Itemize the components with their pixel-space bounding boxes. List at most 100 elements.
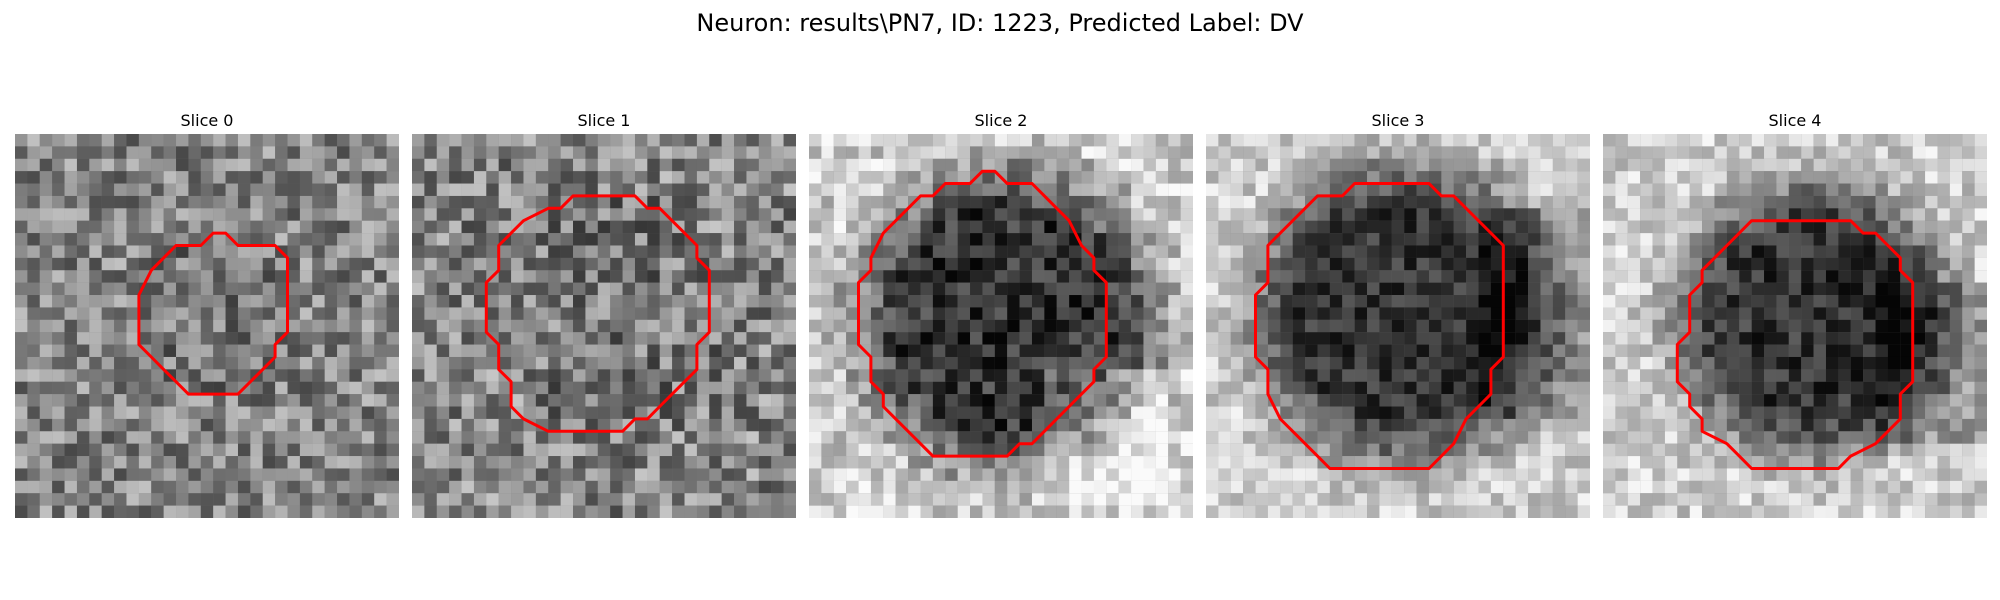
image-pixel bbox=[176, 208, 189, 221]
image-pixel bbox=[1329, 443, 1343, 457]
image-pixel bbox=[994, 480, 1008, 494]
image-pixel bbox=[1764, 505, 1777, 518]
image-pixel bbox=[783, 332, 796, 345]
image-pixel bbox=[1391, 220, 1405, 234]
image-pixel bbox=[1007, 381, 1020, 395]
image-pixel bbox=[1974, 468, 1987, 481]
image-pixel bbox=[386, 493, 399, 506]
image-pixel bbox=[461, 418, 475, 432]
image-pixel bbox=[1603, 183, 1616, 197]
image-pixel bbox=[374, 282, 387, 296]
image-pixel bbox=[597, 183, 611, 197]
image-pixel bbox=[746, 134, 759, 147]
image-pixel bbox=[1615, 493, 1628, 506]
image-pixel bbox=[1813, 493, 1827, 506]
image-pixel bbox=[89, 319, 102, 333]
image-pixel bbox=[461, 146, 475, 159]
image-pixel bbox=[1093, 233, 1107, 246]
image-pixel bbox=[361, 134, 375, 147]
image-pixel bbox=[1404, 270, 1417, 283]
image-pixel bbox=[1255, 158, 1269, 172]
image-pixel bbox=[1118, 208, 1132, 221]
image-pixel bbox=[970, 394, 983, 407]
image-pixel bbox=[1801, 394, 1814, 407]
image-pixel bbox=[1801, 245, 1814, 258]
image-pixel bbox=[225, 468, 239, 481]
image-pixel bbox=[361, 394, 375, 407]
image-pixel bbox=[262, 480, 276, 494]
image-pixel bbox=[548, 158, 561, 172]
image-pixel bbox=[436, 394, 450, 407]
image-pixel bbox=[758, 344, 772, 358]
image-pixel bbox=[424, 505, 437, 518]
image-pixel bbox=[1863, 307, 1876, 320]
image-pixel bbox=[1243, 505, 1256, 518]
image-pixel bbox=[312, 369, 325, 382]
image-pixel bbox=[672, 171, 685, 184]
image-pixel bbox=[1875, 394, 1888, 407]
image-pixel bbox=[412, 344, 425, 358]
image-pixel bbox=[15, 394, 28, 407]
image-pixel bbox=[200, 394, 214, 407]
image-pixel bbox=[1230, 456, 1244, 469]
image-pixel bbox=[1912, 233, 1926, 246]
image-pixel bbox=[237, 307, 251, 320]
image-pixel bbox=[1317, 319, 1330, 333]
image-pixel bbox=[1577, 493, 1590, 506]
image-pixel bbox=[1503, 270, 1516, 283]
image-pixel bbox=[1552, 282, 1566, 296]
image-pixel bbox=[597, 295, 611, 308]
image-pixel bbox=[858, 505, 872, 518]
image-pixel bbox=[337, 418, 350, 432]
image-pixel bbox=[1615, 158, 1628, 172]
image-pixel bbox=[1552, 134, 1566, 147]
image-pixel bbox=[870, 505, 884, 518]
image-pixel bbox=[1925, 171, 1938, 184]
image-pixel bbox=[1813, 146, 1827, 159]
image-pixel bbox=[846, 245, 859, 258]
image-pixel bbox=[1218, 505, 1231, 518]
image-pixel bbox=[945, 220, 958, 234]
image-pixel bbox=[1218, 282, 1231, 296]
image-pixel bbox=[982, 493, 995, 506]
image-pixel bbox=[783, 418, 796, 432]
image-pixel bbox=[101, 233, 115, 246]
image-pixel bbox=[1056, 295, 1070, 308]
image-pixel bbox=[213, 270, 226, 283]
image-pixel bbox=[746, 493, 759, 506]
image-pixel bbox=[771, 158, 784, 172]
image-pixel bbox=[374, 208, 387, 221]
image-pixel bbox=[1317, 394, 1330, 407]
image-pixel bbox=[89, 431, 102, 444]
image-pixel bbox=[634, 220, 648, 234]
image-pixel bbox=[709, 394, 722, 407]
image-pixel bbox=[1143, 394, 1156, 407]
image-pixel bbox=[1490, 319, 1504, 333]
image-pixel bbox=[213, 369, 226, 382]
image-pixel bbox=[597, 245, 611, 258]
image-pixel bbox=[523, 344, 536, 358]
image-pixel bbox=[1106, 183, 1119, 197]
image-pixel bbox=[585, 233, 598, 246]
image-pixel bbox=[1912, 158, 1926, 172]
image-pixel bbox=[1912, 356, 1926, 370]
image-pixel bbox=[1949, 332, 1963, 345]
image-pixel bbox=[1739, 480, 1752, 494]
image-pixel bbox=[1367, 505, 1380, 518]
image-pixel bbox=[1726, 208, 1740, 221]
image-pixel bbox=[1615, 195, 1628, 209]
image-pixel bbox=[361, 369, 375, 382]
image-pixel bbox=[1627, 468, 1641, 481]
image-pixel bbox=[920, 158, 933, 172]
image-pixel bbox=[511, 282, 524, 296]
image-pixel bbox=[1726, 171, 1740, 184]
image-pixel bbox=[1689, 208, 1703, 221]
image-pixel bbox=[734, 208, 747, 221]
image-pixel bbox=[684, 158, 697, 172]
image-pixel bbox=[1776, 233, 1789, 246]
image-pixel bbox=[1292, 356, 1306, 370]
image-pixel bbox=[361, 171, 375, 184]
image-pixel bbox=[1714, 344, 1727, 358]
image-pixel bbox=[560, 381, 574, 395]
image-pixel bbox=[1825, 245, 1839, 258]
